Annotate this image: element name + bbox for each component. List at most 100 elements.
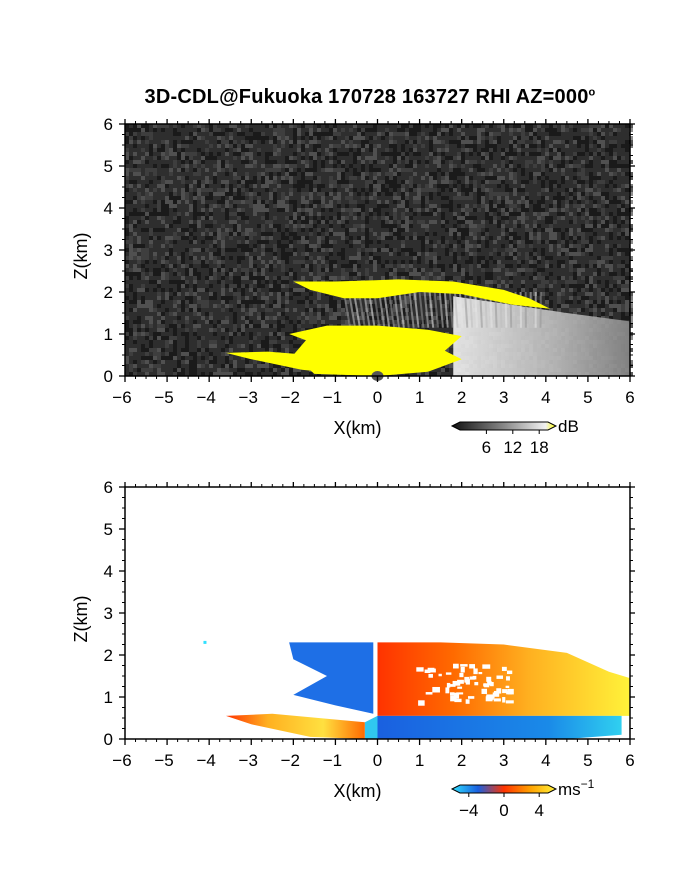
noise-speckle [209, 152, 213, 156]
noise-speckle [461, 236, 465, 240]
noise-speckle [145, 196, 149, 200]
noise-speckle [313, 188, 317, 192]
noise-speckle [285, 164, 289, 168]
noise-speckle [133, 252, 137, 256]
colorbar-tick-label: −4 [459, 801, 478, 820]
noise-speckle [269, 292, 273, 296]
noise-speckle [401, 168, 405, 172]
noise-speckle [549, 216, 553, 220]
noise-speckle [573, 244, 577, 248]
noise-speckle [273, 196, 277, 200]
noise-speckle [161, 336, 165, 340]
noise-speckle [313, 216, 317, 220]
noise-speckle [253, 360, 257, 364]
noise-speckle [157, 364, 161, 368]
noise-speckle [497, 276, 501, 280]
noise-speckle [545, 264, 549, 268]
noise-speckle [389, 180, 393, 184]
noise-speckle [237, 180, 241, 184]
noise-speckle [293, 224, 297, 228]
surface-cyan-patch [364, 715, 378, 739]
noise-speckle [337, 220, 341, 224]
noise-speckle [573, 196, 577, 200]
noise-speckle [133, 160, 137, 164]
noise-speckle [205, 140, 209, 144]
noise-speckle [193, 364, 197, 368]
noise-speckle [313, 164, 317, 168]
noise-speckle [177, 372, 181, 376]
noise-speckle [245, 192, 249, 196]
noise-speckle [617, 196, 621, 200]
noise-speckle [197, 124, 201, 128]
noise-speckle [621, 216, 625, 220]
noise-speckle [289, 124, 293, 128]
noise-speckle [261, 340, 265, 344]
noise-speckle [157, 352, 161, 356]
noise-speckle [145, 172, 149, 176]
noise-speckle [277, 276, 281, 280]
noise-speckle [161, 140, 165, 144]
noise-speckle [609, 312, 613, 316]
noise-speckle [125, 336, 129, 340]
noise-speckle [221, 260, 225, 264]
noise-speckle [509, 128, 513, 132]
noise-speckle [437, 296, 441, 300]
noise-speckle [537, 272, 541, 276]
noise-speckle [441, 152, 445, 156]
noise-speckle [521, 244, 525, 248]
noise-speckle [621, 196, 625, 200]
noise-speckle [625, 140, 629, 144]
noise-speckle [373, 176, 377, 180]
noise-speckle [549, 264, 553, 268]
noise-speckle [341, 160, 345, 164]
noise-speckle [389, 216, 393, 220]
noise-speckle [281, 312, 285, 316]
noise-speckle [165, 356, 169, 360]
noise-speckle [605, 228, 609, 232]
noise-speckle [417, 140, 421, 144]
noise-speckle [389, 192, 393, 196]
noise-speckle [357, 128, 361, 132]
noise-speckle [213, 128, 217, 132]
streak [433, 291, 440, 328]
noise-speckle [253, 256, 257, 260]
noise-speckle [421, 236, 425, 240]
noise-speckle [449, 188, 453, 192]
noise-speckle [397, 168, 401, 172]
noise-speckle [361, 196, 365, 200]
noise-speckle [557, 156, 561, 160]
noise-speckle [621, 308, 625, 312]
noise-speckle [333, 144, 337, 148]
noise-speckle [309, 312, 313, 316]
noise-speckle [421, 268, 425, 272]
noise-speckle [293, 132, 297, 136]
noise-speckle [261, 248, 265, 252]
noise-speckle [333, 276, 337, 280]
noise-speckle [553, 200, 557, 204]
noise-speckle [125, 284, 129, 288]
noise-speckle [141, 228, 145, 232]
noise-speckle [317, 140, 321, 144]
noise-speckle [337, 192, 341, 196]
noise-speckle [293, 136, 297, 140]
noise-speckle [241, 180, 245, 184]
noise-speckle [357, 212, 361, 216]
noise-speckle [317, 212, 321, 216]
noise-speckle [297, 144, 301, 148]
noise-speckle [265, 248, 269, 252]
noise-speckle [265, 240, 269, 244]
noise-speckle [393, 148, 397, 152]
noise-speckle [201, 180, 205, 184]
noise-speckle [201, 240, 205, 244]
noise-speckle [509, 212, 513, 216]
noise-speckle [249, 232, 253, 236]
noise-speckle [233, 140, 237, 144]
noise-speckle [477, 188, 481, 192]
noise-speckle [213, 328, 217, 332]
noise-speckle [285, 272, 289, 276]
noise-speckle [457, 152, 461, 156]
noise-speckle [421, 204, 425, 208]
noise-speckle [225, 372, 229, 376]
noise-speckle [329, 264, 333, 268]
noise-speckle [213, 240, 217, 244]
